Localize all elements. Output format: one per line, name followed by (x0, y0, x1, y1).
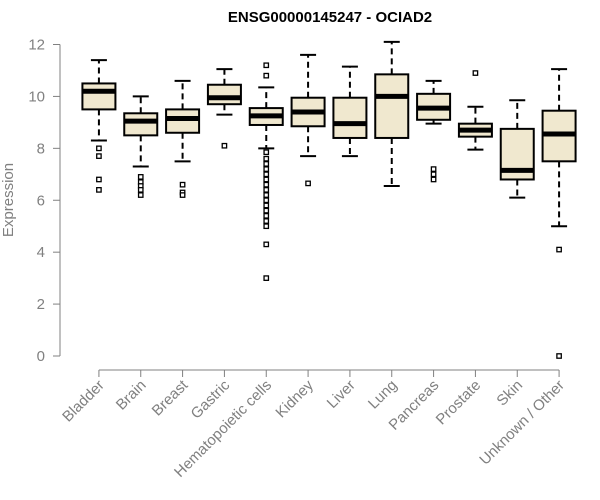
outlier-point (263, 207, 270, 214)
outlier-point (305, 180, 311, 187)
outlier-point (263, 149, 270, 156)
outlier-point (263, 62, 270, 69)
outlier-point (556, 353, 562, 359)
x-category-label: Lung (365, 377, 401, 413)
iqr-box (165, 108, 201, 134)
box-unknown-other (541, 68, 577, 359)
outlier-point (96, 176, 102, 183)
outlier-point (263, 241, 270, 248)
iqr-box (123, 112, 159, 137)
x-category-label: Liver (324, 377, 359, 412)
y-tick-label: 6 (37, 192, 45, 209)
box-kidney (290, 53, 326, 187)
y-axis-label: Expression (0, 163, 17, 237)
box-pancreas (416, 79, 452, 183)
iqr-box (374, 73, 410, 139)
outlier-point (263, 223, 270, 230)
outlier-point (263, 171, 270, 178)
chart-title: ENSG00000145247 - OCIAD2 (228, 9, 432, 26)
box-bladder (81, 59, 117, 193)
outlier-point (263, 161, 270, 167)
outlier-point (430, 171, 437, 178)
outlier-point (96, 153, 102, 159)
outlier-point (556, 246, 562, 253)
x-category-label: Brain (113, 377, 150, 414)
outlier-point (263, 197, 270, 204)
box-prostate (457, 70, 493, 151)
iqr-box (81, 82, 117, 111)
box-breast (165, 79, 201, 198)
outlier-point (263, 181, 270, 188)
y-tick-label: 8 (37, 140, 45, 157)
box-brain (123, 95, 159, 198)
y-axis: 0 2 4 6 8 10 12 (28, 37, 61, 365)
outlier-point (137, 192, 144, 198)
outlier-point (263, 176, 270, 183)
boxes-group (81, 40, 577, 359)
outlier-point (137, 174, 144, 180)
box-gastric (206, 68, 242, 149)
outlier-point (179, 192, 186, 198)
outlier-point (472, 70, 479, 76)
outlier-point (96, 145, 102, 152)
outlier-point (263, 192, 270, 198)
outlier-point (263, 166, 270, 172)
outlier-point (263, 275, 270, 281)
iqr-box (206, 83, 242, 106)
x-category-label: Bladder (59, 377, 108, 426)
outlier-point (263, 72, 270, 79)
outlier-point (179, 181, 186, 188)
outlier-point (263, 202, 270, 209)
y-tick-label: 0 (37, 348, 45, 365)
y-tick-label: 12 (28, 37, 45, 54)
x-category-label: Skin (493, 377, 526, 410)
outlier-point (137, 187, 144, 193)
outlier-point (263, 212, 270, 219)
box-liver (332, 65, 368, 158)
x-category-label: Breast (149, 376, 192, 419)
outlier-point (263, 187, 270, 193)
outlier-point (263, 218, 270, 224)
outlier-point (96, 187, 102, 193)
y-tick-label: 10 (28, 88, 45, 105)
box-hematopoietic-cells (248, 62, 284, 281)
box-lung (374, 40, 410, 187)
x-category-label: Kidney (272, 376, 317, 421)
y-tick-label: 4 (37, 244, 45, 261)
outlier-point (430, 176, 437, 183)
outlier-point (430, 166, 437, 172)
iqr-box (332, 96, 368, 139)
x-category-label: Prostate (433, 377, 485, 429)
y-tick-label: 2 (37, 296, 45, 313)
box-skin (499, 99, 535, 199)
outlier-point (221, 142, 228, 149)
outlier-point (263, 155, 270, 162)
